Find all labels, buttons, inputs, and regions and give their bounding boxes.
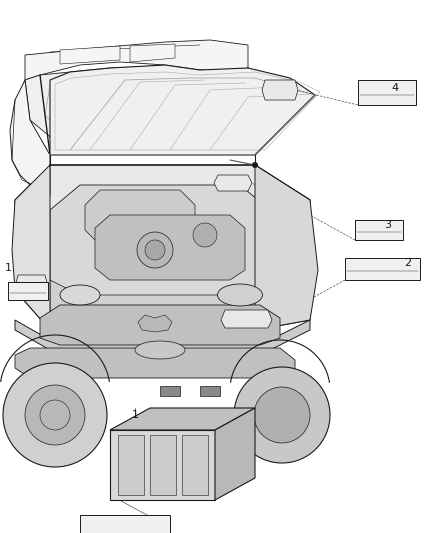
Circle shape xyxy=(252,162,258,168)
Polygon shape xyxy=(12,165,50,330)
Bar xyxy=(182,435,208,495)
Polygon shape xyxy=(50,280,270,330)
Ellipse shape xyxy=(218,284,262,306)
Bar xyxy=(200,386,220,396)
Bar xyxy=(150,435,176,495)
Circle shape xyxy=(193,223,217,247)
Bar xyxy=(160,386,180,396)
Polygon shape xyxy=(262,80,298,100)
Circle shape xyxy=(145,240,165,260)
Polygon shape xyxy=(215,408,255,500)
Circle shape xyxy=(3,363,107,467)
Polygon shape xyxy=(80,515,170,533)
Ellipse shape xyxy=(60,285,100,305)
Polygon shape xyxy=(221,310,272,328)
Polygon shape xyxy=(25,40,248,80)
Polygon shape xyxy=(25,66,248,148)
Polygon shape xyxy=(130,44,175,62)
Polygon shape xyxy=(10,80,50,195)
Text: 2: 2 xyxy=(404,258,412,268)
Polygon shape xyxy=(138,315,172,332)
Polygon shape xyxy=(50,185,270,305)
Text: 3: 3 xyxy=(385,220,392,230)
Bar xyxy=(358,80,416,105)
Polygon shape xyxy=(85,190,195,245)
Circle shape xyxy=(234,367,330,463)
Polygon shape xyxy=(16,275,47,291)
Circle shape xyxy=(254,387,310,443)
Bar xyxy=(345,258,420,280)
Polygon shape xyxy=(15,165,310,330)
Text: 1: 1 xyxy=(131,410,138,420)
Polygon shape xyxy=(95,215,245,280)
Polygon shape xyxy=(15,320,310,350)
Text: 4: 4 xyxy=(392,83,399,93)
Polygon shape xyxy=(255,165,318,330)
Polygon shape xyxy=(15,348,295,378)
Polygon shape xyxy=(110,430,215,500)
Polygon shape xyxy=(60,46,120,64)
Polygon shape xyxy=(214,175,252,191)
Polygon shape xyxy=(40,305,280,345)
Bar xyxy=(118,435,144,495)
Polygon shape xyxy=(110,408,255,430)
Circle shape xyxy=(25,385,85,445)
Circle shape xyxy=(137,232,173,268)
Text: 1: 1 xyxy=(4,263,11,273)
Ellipse shape xyxy=(135,341,185,359)
Bar xyxy=(8,282,48,300)
Polygon shape xyxy=(50,65,315,155)
Bar xyxy=(355,220,403,240)
